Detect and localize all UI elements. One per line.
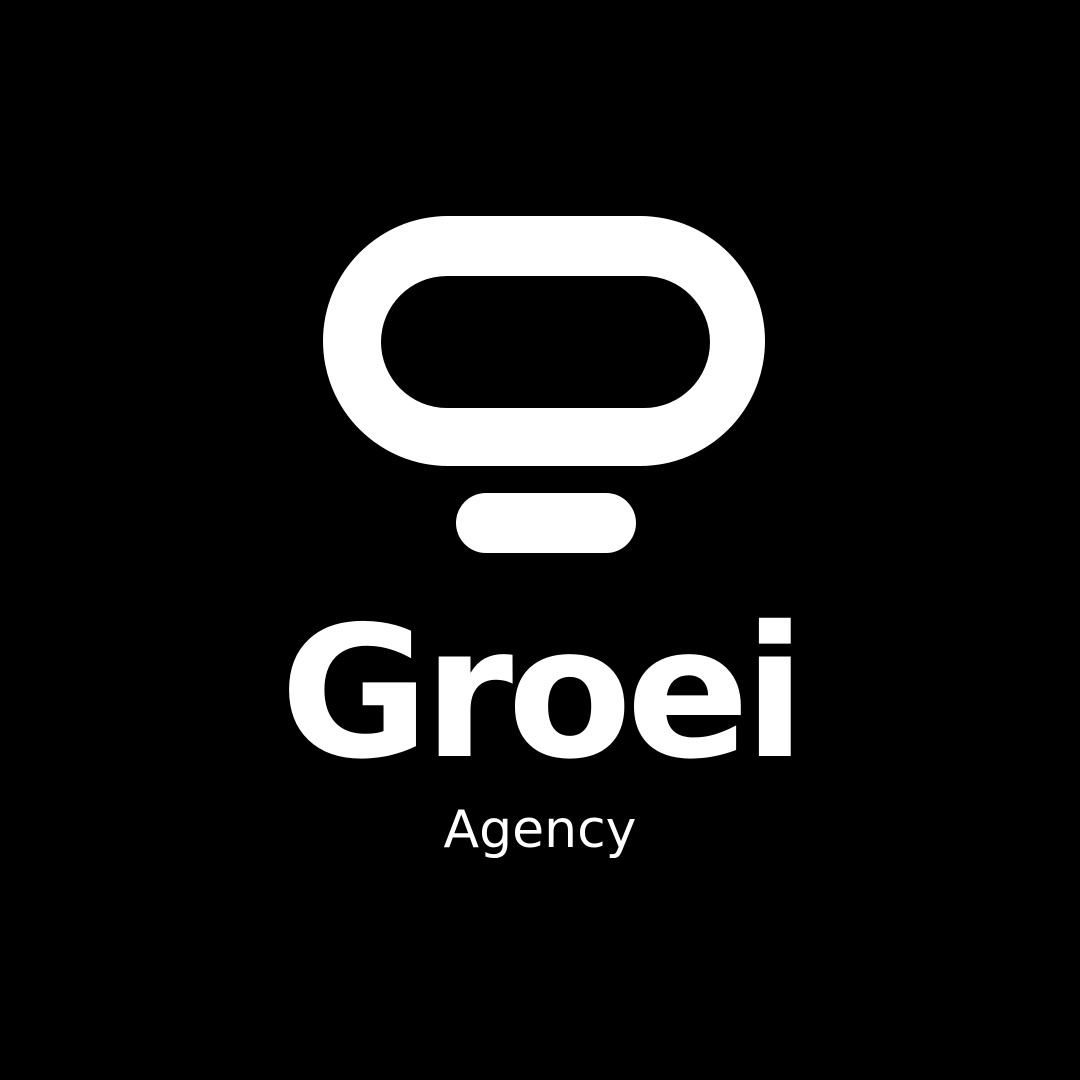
lightbulb-base xyxy=(456,493,636,553)
brand-name: Groei xyxy=(280,587,806,799)
lightbulb-bulb xyxy=(323,216,765,466)
brand-tagline: Agency xyxy=(443,800,637,860)
